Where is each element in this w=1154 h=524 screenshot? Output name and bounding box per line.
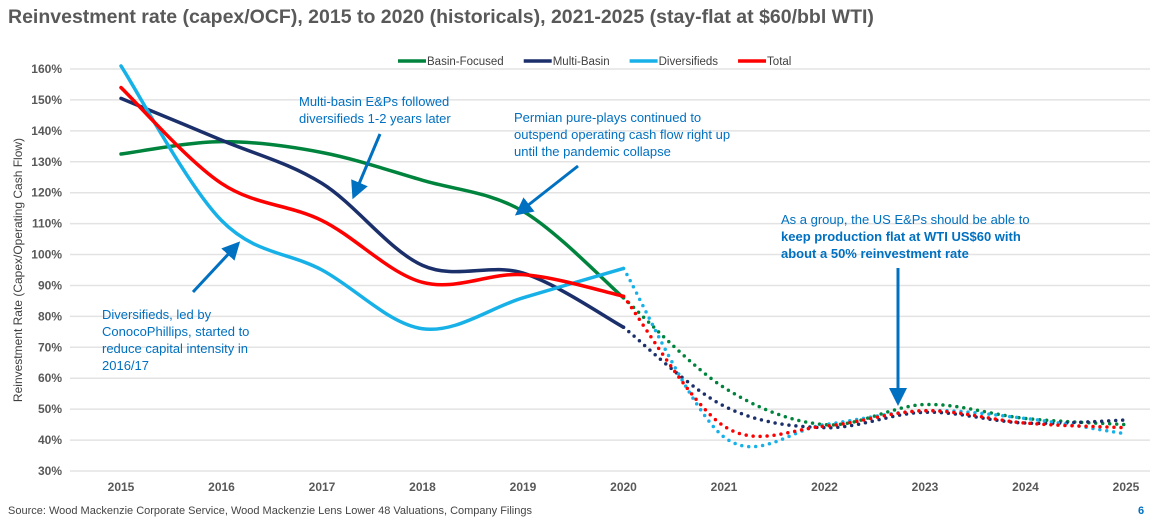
x-tick-label: 2021 (711, 480, 738, 494)
annotation-group-text: As a group, the US E&Ps should be able t… (781, 212, 1030, 227)
x-tick-label: 2024 (1012, 480, 1039, 494)
y-tick-label: 50% (38, 402, 62, 416)
x-tick-label: 2022 (811, 480, 838, 494)
y-tick-label: 30% (38, 464, 62, 478)
chart-title: Reinvestment rate (capex/OCF), 2015 to 2… (8, 6, 874, 28)
legend-label: Basin-Focused (427, 56, 504, 68)
annotation-multi-basin: Multi-basin E&Ps followed diversifieds 1… (299, 94, 451, 126)
x-tick-label: 2025 (1113, 480, 1140, 494)
y-tick-label: 130% (31, 155, 62, 169)
annotation-diversifieds: Diversifieds, led by ConocoPhillips, sta… (102, 307, 250, 373)
x-tick-label: 2017 (309, 480, 336, 494)
annotation-arrow (191, 241, 241, 294)
y-tick-label: 80% (38, 309, 62, 323)
y-axis-label: Reinvestment Rate (Capex/Operating Cash … (11, 138, 25, 402)
source-note: Source: Wood Mackenzie Corporate Service… (8, 505, 532, 517)
series-line-total (119, 85, 626, 299)
legend-label: Multi-Basin (553, 56, 610, 68)
legend-label: Total (767, 56, 791, 68)
series-line-basin-focused (119, 139, 626, 300)
y-tick-label: 150% (31, 93, 62, 107)
y-tick-label: 40% (38, 433, 62, 447)
annotation-arrow (514, 164, 579, 216)
y-tick-label: 120% (31, 186, 62, 200)
x-tick-label: 2019 (510, 480, 537, 494)
x-tick-label: 2015 (108, 480, 135, 494)
x-tick-label: 2018 (409, 480, 436, 494)
x-tick-label: 2016 (208, 480, 235, 494)
y-tick-label: 110% (32, 217, 62, 231)
legend-label: Diversifieds (659, 56, 719, 68)
y-tick-label: 90% (38, 278, 62, 292)
annotation-arrow (351, 133, 382, 200)
series-forecast-diversifieds (621, 266, 1128, 449)
y-tick-label: 160% (31, 62, 62, 76)
y-tick-label: 70% (38, 340, 62, 354)
annotation-group-bold: keep production flat at WTI US$60 with a… (781, 229, 1021, 261)
series-line-diversifieds (119, 64, 626, 332)
x-tick-label: 2023 (912, 480, 939, 494)
y-tick-label: 100% (31, 248, 62, 262)
x-tick-label: 2020 (610, 480, 637, 494)
annotation-group: As a group, the US E&Ps should be able t… (781, 211, 1051, 262)
y-tick-label: 60% (38, 371, 62, 385)
series-forecast-basin-focused (621, 296, 1128, 427)
page-number: 6 (1138, 505, 1145, 517)
series-forecast-total (621, 294, 1128, 439)
y-tick-label: 140% (31, 124, 62, 138)
annotation-permian: Permian pure-plays continued to outspend… (514, 110, 731, 159)
